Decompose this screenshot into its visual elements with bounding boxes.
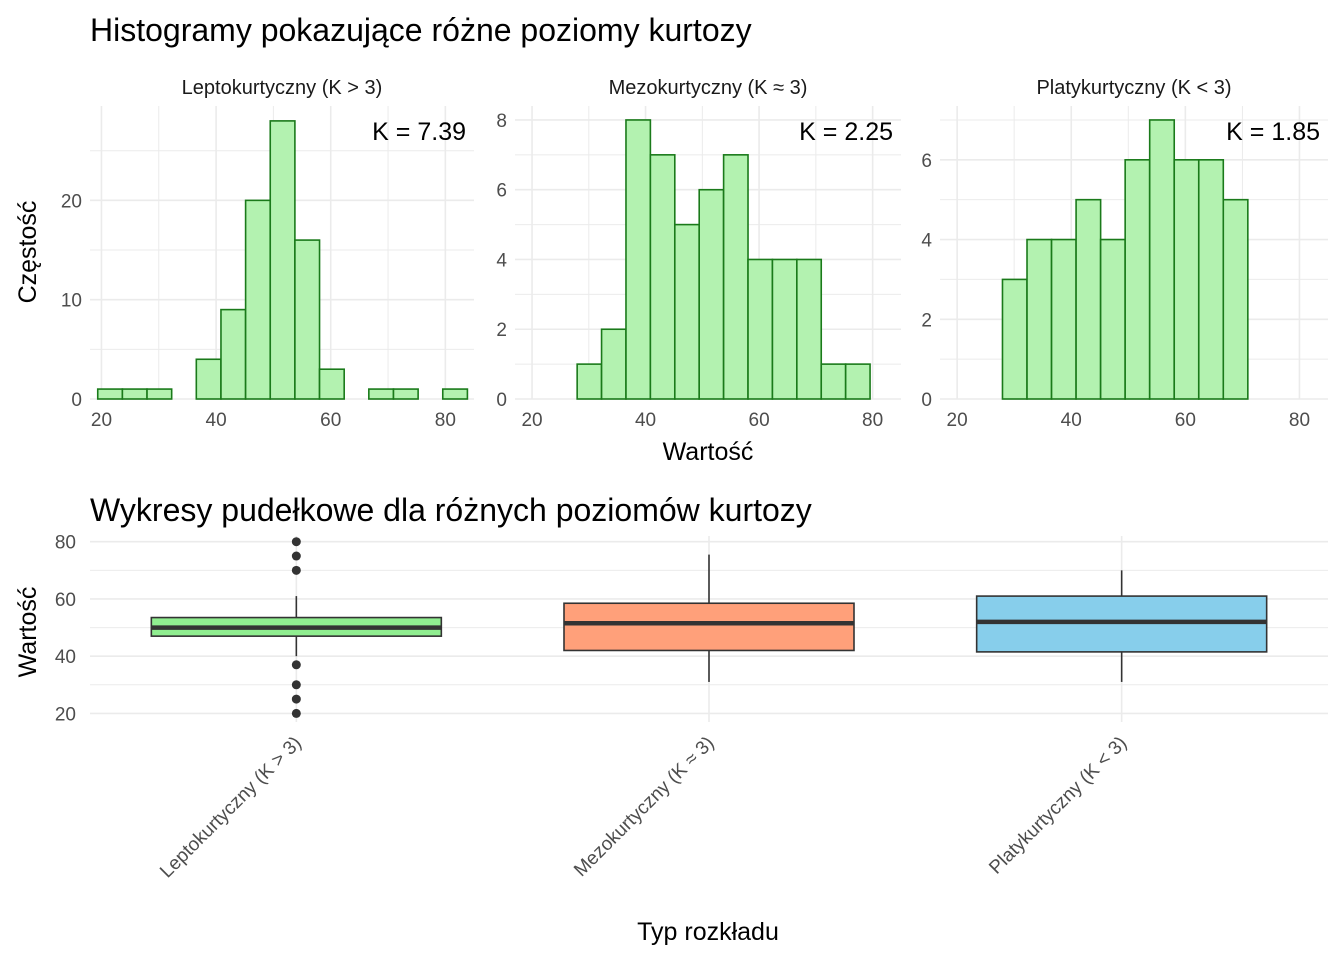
boxplot-panel: 20 40 60 80 Leptokurtyczny (K > 3) Mezokurtyc… <box>55 533 1328 883</box>
y-tick-label: 6 <box>496 181 507 202</box>
histogram-bar <box>1197 159 1225 400</box>
histogram-bar <box>747 258 774 400</box>
histogram-bar <box>1001 278 1028 400</box>
boxplot-title: Wykresy pudełkowe dla różnych poziomów k… <box>90 492 812 528</box>
histogram-bar <box>269 120 296 400</box>
histogram-bar <box>625 119 652 400</box>
histogram-bar <box>368 388 395 400</box>
histogram-bar <box>820 363 847 400</box>
boxplot-x-axis-label: Typ rozkładu <box>637 918 779 946</box>
x-category-label: Leptokurtyczny (K > 3) <box>156 733 306 883</box>
outlier-point <box>291 680 301 690</box>
y-tick-label: 0 <box>71 390 82 411</box>
y-tick-label: 0 <box>921 390 932 411</box>
y-tick-label: 20 <box>55 704 76 725</box>
boxplot-y-axis-label: Wartość <box>14 587 42 678</box>
histogram-x-axis-label: Wartość <box>663 438 754 466</box>
histogram-bar <box>1124 159 1151 400</box>
y-tick-label: 6 <box>921 151 932 172</box>
histogram-bar <box>722 154 749 400</box>
histogram-bar <box>1026 238 1053 400</box>
outlier-point <box>291 694 301 704</box>
histogram-bar <box>244 199 272 400</box>
histogram-bar <box>146 388 173 400</box>
histogram-bar <box>673 223 701 400</box>
x-tick-label: 20 <box>947 410 968 431</box>
kurtosis-annotation: K = 1.85 <box>1226 118 1320 146</box>
y-tick-label: 10 <box>61 291 82 312</box>
histogram-bar <box>1222 198 1249 400</box>
histogram-panel-2: 20 40 60 80 0 2 4 6 8 Mezokurtyczny (K ≈ 3) K = 2.… <box>496 77 901 431</box>
histogram-bar <box>1075 198 1102 400</box>
y-tick-label: 60 <box>55 590 76 611</box>
panel-strip-title: Platykurtyczny (K < 3) <box>1036 77 1231 99</box>
histogram-title: Histogramy pokazujące różne poziomy kurt… <box>90 12 752 48</box>
y-tick-label: 40 <box>55 647 76 668</box>
histogram-bar <box>576 363 603 400</box>
histogram-bar <box>220 308 247 400</box>
histogram-bar <box>441 388 469 400</box>
x-category-label: Platykurtyczny (K < 3) <box>985 733 1131 879</box>
panel-strip-title: Leptokurtyczny (K > 3) <box>182 77 383 99</box>
x-tick-label: 80 <box>862 410 883 431</box>
histogram-bar <box>318 368 345 400</box>
x-category-label: Mezokurtyczny (K ≈ 3) <box>570 733 718 881</box>
histogram-bar <box>121 388 148 400</box>
histogram-bar <box>649 154 676 400</box>
y-tick-label: 4 <box>496 250 507 271</box>
histogram-bar <box>1148 119 1176 400</box>
histogram-y-axis-label: Częstość <box>14 201 42 304</box>
x-tick-label: 40 <box>635 410 656 431</box>
outlier-point <box>291 551 301 561</box>
histogram-bar <box>1173 159 1200 400</box>
histogram-bar <box>96 388 124 400</box>
outlier-point <box>291 708 301 718</box>
x-tick-label: 60 <box>320 410 341 431</box>
histogram-panel-1: 20 40 60 80 0 10 20 Leptokurtyczny (K > 3) K = 7… <box>61 77 474 431</box>
boxplot-3: Platykurtyczny (K < 3) <box>975 570 1268 879</box>
x-tick-label: 40 <box>206 410 227 431</box>
y-tick-label: 2 <box>921 310 932 331</box>
histogram-bar <box>1050 238 1077 400</box>
y-tick-label: 2 <box>496 320 507 341</box>
y-tick-label: 20 <box>61 191 82 212</box>
outlier-point <box>291 660 301 670</box>
kurtosis-annotation: K = 7.39 <box>372 118 466 146</box>
y-tick-label: 80 <box>55 533 76 554</box>
x-tick-label: 60 <box>1175 410 1196 431</box>
outlier-point <box>291 537 301 547</box>
x-tick-label: 20 <box>91 410 112 431</box>
box-iqr <box>563 602 855 652</box>
x-tick-label: 20 <box>521 410 542 431</box>
histogram-bar <box>392 388 419 400</box>
outlier-point <box>291 565 301 575</box>
kurtosis-annotation: K = 2.25 <box>799 118 893 146</box>
histogram-bar <box>195 358 222 400</box>
x-tick-label: 80 <box>1289 410 1310 431</box>
x-tick-label: 40 <box>1061 410 1082 431</box>
histogram-panel-3: 20 40 60 80 0 2 4 6 Platykurtyczny (K < 3) K = 1.… <box>921 77 1328 431</box>
histogram-bar <box>844 363 871 400</box>
y-tick-label: 0 <box>496 390 507 411</box>
histogram-bar <box>771 258 798 400</box>
panel-strip-title: Mezokurtyczny (K ≈ 3) <box>609 77 808 99</box>
x-tick-label: 80 <box>435 410 456 431</box>
histogram-bar <box>294 239 321 400</box>
y-tick-label: 4 <box>921 231 932 252</box>
histogram-bar <box>698 188 725 400</box>
histogram-bar <box>796 258 823 400</box>
y-tick-label: 8 <box>496 111 507 132</box>
histogram-bar <box>1099 238 1126 400</box>
histogram-bar <box>600 328 627 400</box>
x-tick-label: 60 <box>749 410 770 431</box>
